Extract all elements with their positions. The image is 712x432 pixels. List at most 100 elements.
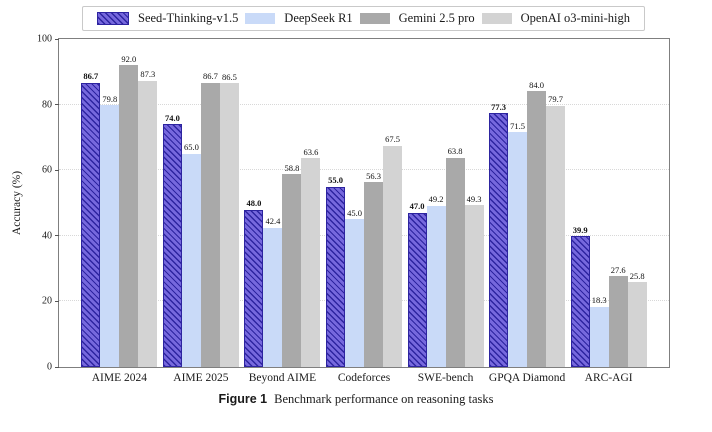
figure-caption: Figure 1 Benchmark performance on reasoni… xyxy=(0,392,712,407)
bar-value-label: 65.0 xyxy=(183,142,199,153)
chart-legend: Seed-Thinking-v1.5 DeepSeek R1 Gemini 2.5 … xyxy=(82,6,645,31)
legend-swatch-icon xyxy=(97,12,129,25)
bar-deepseek-r1 xyxy=(263,227,283,367)
bar-gemini-2-5-pro xyxy=(200,82,220,367)
bar-openai-o3-mini-high xyxy=(464,205,484,367)
bar-value-label: 86.7 xyxy=(202,71,218,82)
bar-slot: 79.8 xyxy=(100,39,120,367)
bar-slot: 84.0 xyxy=(527,39,547,367)
bar-value-label: 63.6 xyxy=(303,146,319,157)
bar-value-label: 42.4 xyxy=(265,216,281,227)
bar-deepseek-r1 xyxy=(589,306,609,367)
bar-openai-o3-mini-high xyxy=(627,282,647,367)
bar-seed-thinking-v1-5 xyxy=(81,82,101,367)
bar-value-label: 79.7 xyxy=(548,94,564,105)
bar-slot: 25.8 xyxy=(627,39,647,367)
y-tick-mark xyxy=(55,300,59,302)
bar-value-label: 18.3 xyxy=(591,295,607,306)
legend-item-2: DeepSeek R1 xyxy=(245,11,353,26)
bar-deepseek-r1 xyxy=(100,105,120,367)
legend-swatch-icon xyxy=(481,13,512,24)
y-tick-mark xyxy=(55,366,59,368)
bar-slot: 74.0 xyxy=(162,39,182,367)
bar-value-label: 55.0 xyxy=(328,175,343,186)
x-tick-label-arc-agi: ARC-AGI xyxy=(584,372,633,384)
bar-value-label: 27.6 xyxy=(610,264,626,275)
figure-caption-text: Benchmark performance on reasoning tasks xyxy=(274,392,494,406)
bar-seed-thinking-v1-5 xyxy=(489,113,509,367)
bar-value-label: 45.0 xyxy=(347,207,362,218)
bar-value-label: 79.8 xyxy=(102,93,118,104)
legend-item-1: Seed-Thinking-v1.5 xyxy=(97,11,238,26)
bar-value-label: 48.0 xyxy=(246,198,262,209)
bar-slot: 58.8 xyxy=(282,39,302,367)
gridline-80 xyxy=(59,103,669,105)
x-tick-label-swe-bench: SWE-bench xyxy=(417,372,474,384)
bar-gemini-2-5-pro xyxy=(445,157,465,367)
y-tick-label-100: 100 xyxy=(37,33,52,45)
y-axis-title: Accuracy (%) xyxy=(11,170,23,236)
plot-area: 0 20 40 60 80 100 86.7 79.8 92.0 87.3 AIME 2024 74.… xyxy=(37,34,670,384)
x-tick-label-codeforces: Codeforces xyxy=(337,372,391,384)
bar-deepseek-r1 xyxy=(345,219,364,367)
bar-value-label: 47.0 xyxy=(409,201,425,212)
bar-deepseek-r1 xyxy=(508,132,528,367)
bar-seed-thinking-v1-5 xyxy=(570,236,590,367)
figure-caption-label: Figure 1 xyxy=(218,392,268,406)
bar-group-swe-bench: 47.0 49.2 63.8 49.3 xyxy=(407,39,484,367)
bar-value-label: 74.0 xyxy=(164,112,180,123)
legend-label: Gemini 2.5 pro xyxy=(398,11,475,25)
bar-value-label: 86.5 xyxy=(221,71,237,82)
bar-value-label: 49.3 xyxy=(466,193,482,204)
bar-value-label: 67.5 xyxy=(385,134,400,145)
x-tick-label-beyond-aime: Beyond AIME xyxy=(248,372,317,384)
legend-label: DeepSeek R1 xyxy=(284,11,353,25)
bar-gemini-2-5-pro xyxy=(527,91,547,367)
x-tick-label-aime-2025: AIME 2025 xyxy=(173,372,229,384)
bar-slot: 39.9 xyxy=(570,39,590,367)
legend-item-4: OpenAI o3-mini-high xyxy=(481,11,630,26)
y-tick-mark xyxy=(55,38,59,40)
bar-seed-thinking-v1-5 xyxy=(162,124,182,367)
bar-group-arc-agi: 39.9 18.3 27.6 25.8 xyxy=(570,39,647,367)
bar-openai-o3-mini-high xyxy=(301,158,321,367)
bar-gemini-2-5-pro xyxy=(364,182,383,367)
bar-slot: 86.7 xyxy=(81,39,101,367)
y-tick-label-20: 20 xyxy=(42,295,52,307)
bar-slot: 86.7 xyxy=(200,39,220,367)
y-tick-label-0: 0 xyxy=(47,361,52,373)
bar-seed-thinking-v1-5 xyxy=(326,186,345,367)
bar-slot: 49.2 xyxy=(426,39,446,367)
bar-deepseek-r1 xyxy=(426,205,446,367)
bar-value-label: 58.8 xyxy=(284,162,300,173)
bar-slot: 71.5 xyxy=(508,39,528,367)
bar-value-label: 63.8 xyxy=(447,146,463,157)
y-tick-mark xyxy=(55,104,59,106)
bar-slot: 65.0 xyxy=(181,39,201,367)
bar-deepseek-r1 xyxy=(181,153,201,367)
bar-value-label: 86.7 xyxy=(83,71,99,82)
bar-group-codeforces: 55.0 45.0 56.3 67.5 xyxy=(326,39,402,367)
bar-value-label: 87.3 xyxy=(140,69,156,80)
legend-swatch-icon xyxy=(359,13,390,24)
gridline-60 xyxy=(59,169,669,171)
bar-seed-thinking-v1-5 xyxy=(244,209,264,367)
bar-slot: 63.6 xyxy=(301,39,321,367)
bar-slot: 56.3 xyxy=(364,39,383,367)
bar-value-label: 49.2 xyxy=(428,194,444,205)
legend-item-3: Gemini 2.5 pro xyxy=(359,11,475,26)
bar-group-beyond-aime: 48.0 42.4 58.8 63.6 xyxy=(244,39,321,367)
x-tick-label-gpqa-diamond: GPQA Diamond xyxy=(488,372,566,384)
bar-value-label: 39.9 xyxy=(572,224,588,235)
bar-value-label: 25.8 xyxy=(629,270,645,281)
bar-slot: 79.7 xyxy=(546,39,566,367)
bar-gemini-2-5-pro xyxy=(608,276,628,367)
bar-slot: 86.5 xyxy=(219,39,239,367)
bar-slot: 87.3 xyxy=(138,39,158,367)
bar-value-label: 84.0 xyxy=(529,79,545,90)
bar-openai-o3-mini-high xyxy=(546,105,566,367)
legend-label: Seed-Thinking-v1.5 xyxy=(138,11,239,25)
bar-group-aime-2024: 86.7 79.8 92.0 87.3 xyxy=(81,39,158,367)
bar-openai-o3-mini-high xyxy=(383,145,402,367)
